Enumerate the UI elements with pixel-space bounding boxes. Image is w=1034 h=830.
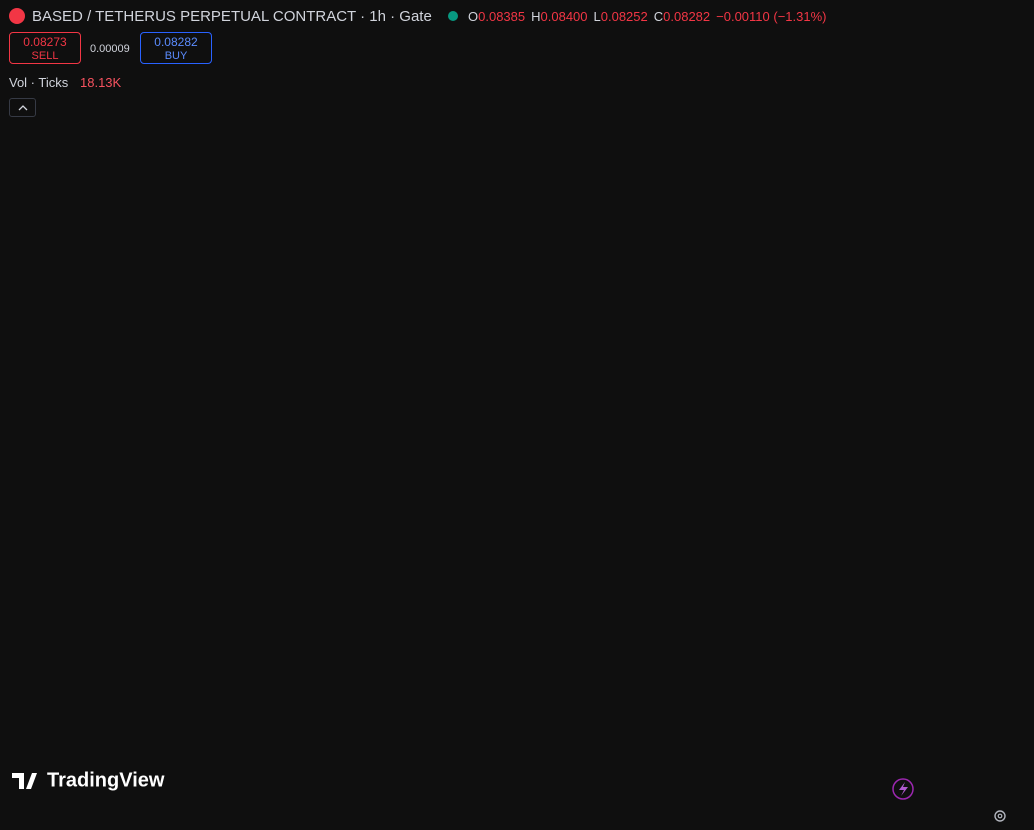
volume-legend-value: 18.13K bbox=[80, 75, 122, 90]
change: −0.00110 (−1.31%) bbox=[716, 9, 827, 24]
brand: TradingView bbox=[47, 769, 165, 791]
brand-logo bbox=[12, 773, 37, 789]
buy-label: BUY bbox=[164, 50, 188, 62]
buy-price: 0.08282 bbox=[154, 35, 198, 49]
ohlc-value: 0.08282 bbox=[663, 9, 711, 24]
sell-button[interactable]: 0.08273 SELL bbox=[9, 32, 81, 64]
ohlc-key: O bbox=[468, 9, 479, 24]
ohlc-key: C bbox=[653, 9, 664, 24]
symbol-title: BASED / TETHERUS PERPETUAL CONTRACT · 1h… bbox=[32, 8, 432, 25]
ohlc-key: H bbox=[531, 9, 541, 24]
ohlc-key: L bbox=[593, 9, 601, 24]
sell-price: 0.08273 bbox=[23, 35, 67, 49]
settings-icon bbox=[997, 813, 1003, 819]
buy-button[interactable]: 0.08282 BUY bbox=[140, 32, 212, 64]
ohlc-legend: O0.08385 H0.08400 L0.08252 C0.08282 −0.00110… bbox=[468, 9, 826, 24]
lightning-button[interactable] bbox=[892, 778, 914, 800]
ohlc-value: 0.08252 bbox=[600, 9, 648, 24]
ohlc-value: 0.08400 bbox=[540, 9, 588, 24]
volume-title: Vol · Ticks bbox=[9, 75, 69, 90]
chevron bbox=[18, 105, 28, 111]
ohlc-value: 0.08385 bbox=[478, 9, 526, 24]
collapse-button[interactable] bbox=[9, 98, 36, 117]
lightning-icon bbox=[899, 782, 908, 796]
status-dot bbox=[448, 11, 458, 21]
symbol-logo bbox=[9, 8, 25, 24]
spread: 0.00009 bbox=[90, 43, 130, 55]
settings-button[interactable] bbox=[994, 810, 1006, 822]
sell-label: SELL bbox=[31, 50, 59, 62]
